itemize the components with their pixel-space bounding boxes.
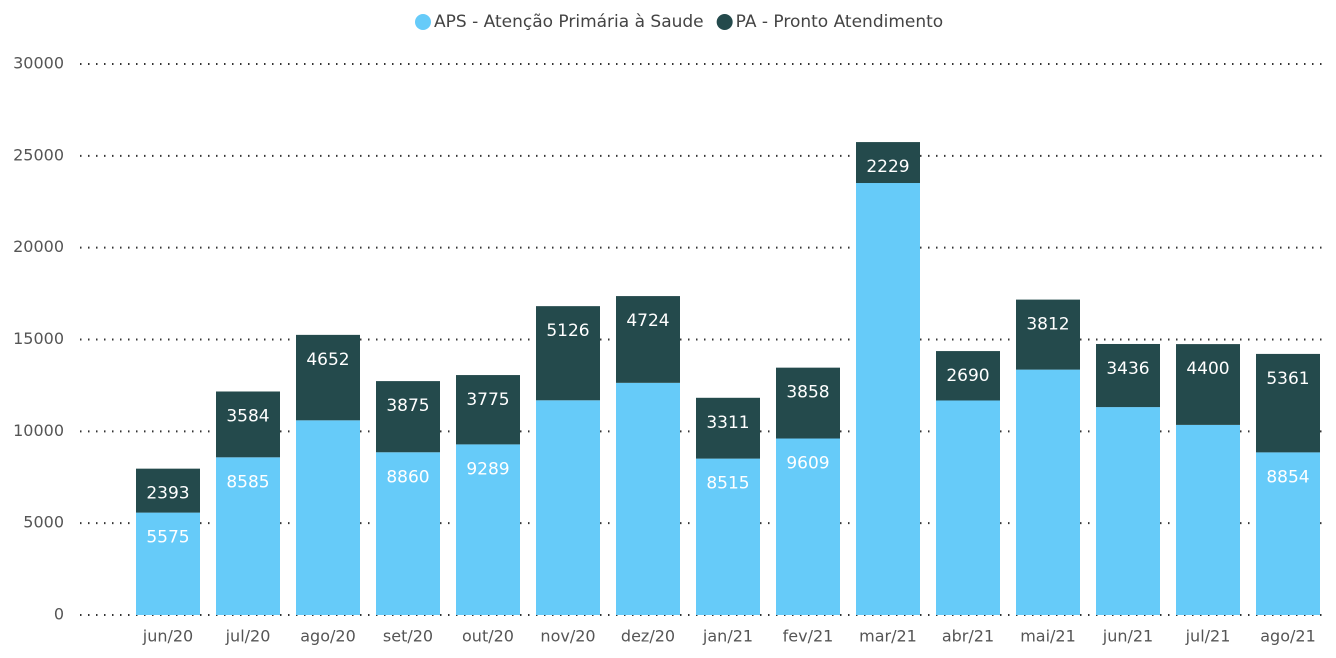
value-label: 3584 — [226, 406, 269, 426]
y-tick-label: 15000 — [13, 329, 64, 348]
bar-segment — [296, 420, 360, 615]
value-label: 9609 — [786, 454, 829, 474]
x-tick-label: jan/21 — [702, 627, 753, 646]
x-tick-label: abr/21 — [942, 627, 994, 646]
x-tick-label: set/20 — [383, 627, 433, 646]
bar-segment — [456, 444, 520, 615]
value-label: 5126 — [546, 321, 589, 341]
bar-segment — [376, 381, 440, 453]
bar-segment — [456, 375, 520, 445]
bar-segment — [536, 400, 600, 615]
bar-segment — [1096, 343, 1160, 408]
bar-segment — [936, 400, 1000, 615]
legend-marker — [716, 14, 733, 30]
bar-segment — [856, 183, 920, 616]
value-label: 3436 — [1106, 359, 1149, 379]
bar-segment — [1016, 369, 1080, 615]
value-label: 5575 — [146, 528, 189, 548]
legend-label: APS - Atenção Primária à Saude — [434, 12, 704, 32]
y-tick-label: 10000 — [13, 421, 64, 440]
value-label: 4724 — [626, 311, 669, 331]
bar-segment — [136, 468, 200, 513]
x-tick-label: out/20 — [462, 627, 514, 646]
value-label: 2690 — [946, 366, 989, 386]
value-label: 4400 — [1186, 359, 1229, 379]
bar-segment — [1256, 353, 1320, 453]
y-tick-label: 25000 — [13, 145, 64, 164]
bar-segment — [216, 391, 280, 458]
x-tick-label: fev/21 — [783, 627, 834, 646]
value-label: 5361 — [1266, 369, 1309, 389]
bar-segment — [856, 142, 920, 184]
value-label: 4652 — [306, 350, 349, 370]
legend-label: PA - Pronto Atendimento — [736, 12, 944, 32]
value-label: 8585 — [226, 472, 269, 492]
bar-segment — [776, 367, 840, 439]
value-label: 3858 — [786, 383, 829, 403]
x-tick-label: mai/21 — [1020, 627, 1076, 646]
bar-segment — [296, 334, 360, 421]
bar-segment — [1256, 452, 1320, 615]
value-label: 8860 — [386, 467, 429, 487]
x-tick-label: ago/21 — [1260, 627, 1316, 646]
x-tick-label: mar/21 — [859, 627, 917, 646]
bar-segment — [696, 397, 760, 459]
bar-segment — [376, 452, 440, 615]
bar-segment — [616, 296, 680, 383]
value-label: 8515 — [706, 474, 749, 494]
value-label: 3311 — [706, 413, 749, 433]
x-tick-label: dez/20 — [621, 627, 675, 646]
value-label: 3875 — [386, 396, 429, 416]
value-label: 2229 — [866, 157, 909, 177]
bar-segment — [936, 351, 1000, 401]
x-tick-label: jun/20 — [142, 627, 193, 646]
bar-segment — [696, 458, 760, 615]
bar-segment — [536, 306, 600, 401]
y-tick-label: 30000 — [13, 54, 64, 73]
bar-segment — [776, 438, 840, 615]
legend-marker — [415, 14, 431, 30]
value-label: 3812 — [1026, 315, 1069, 335]
value-label: 3775 — [466, 390, 509, 410]
y-tick-label: 20000 — [13, 237, 64, 256]
y-tick-label: 0 — [54, 605, 64, 624]
value-label: 9289 — [466, 459, 509, 479]
bar-segment — [1176, 344, 1240, 425]
x-tick-label: jul/20 — [225, 627, 271, 646]
bar-segment — [616, 382, 680, 615]
bar-segment — [136, 512, 200, 615]
bar-segment — [1096, 407, 1160, 615]
x-tick-label: ago/20 — [300, 627, 356, 646]
value-label: 2393 — [146, 484, 189, 504]
x-tick-label: jun/21 — [1102, 627, 1153, 646]
bar-segment — [216, 457, 280, 615]
bar-segment — [1016, 299, 1080, 370]
y-tick-label: 5000 — [23, 513, 64, 532]
value-label: 8854 — [1266, 467, 1309, 487]
x-tick-label: nov/20 — [540, 627, 595, 646]
bar-segment — [1176, 424, 1240, 615]
x-tick-label: jul/21 — [1185, 627, 1231, 646]
